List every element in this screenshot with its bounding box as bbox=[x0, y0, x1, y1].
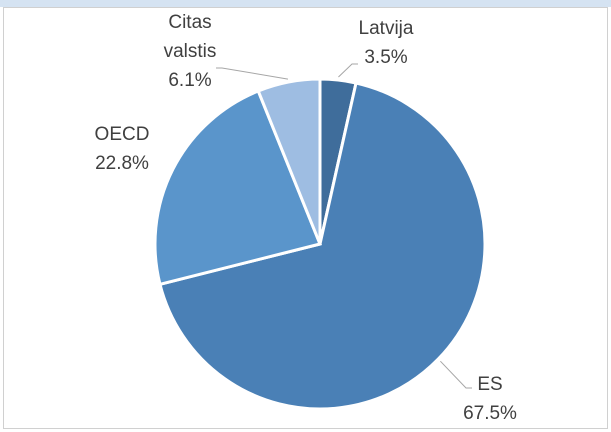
category-label: Latvija bbox=[358, 18, 414, 39]
leader-line bbox=[338, 63, 358, 78]
pie-slice bbox=[256, 77, 322, 245]
pie-slice bbox=[153, 89, 323, 287]
value-label: 22.8% bbox=[95, 153, 149, 174]
value-label: 6.1% bbox=[168, 70, 212, 91]
pie-slice bbox=[158, 81, 487, 411]
value-label: 3.5% bbox=[364, 47, 408, 68]
leader-line bbox=[440, 360, 472, 389]
value-label: 67.5% bbox=[463, 403, 517, 424]
category-label: Citas valstis bbox=[163, 12, 217, 62]
frame-top bbox=[0, 0, 611, 7]
category-label: ES bbox=[477, 374, 503, 395]
leader-line bbox=[216, 67, 289, 80]
category-label: OECD bbox=[94, 124, 150, 145]
